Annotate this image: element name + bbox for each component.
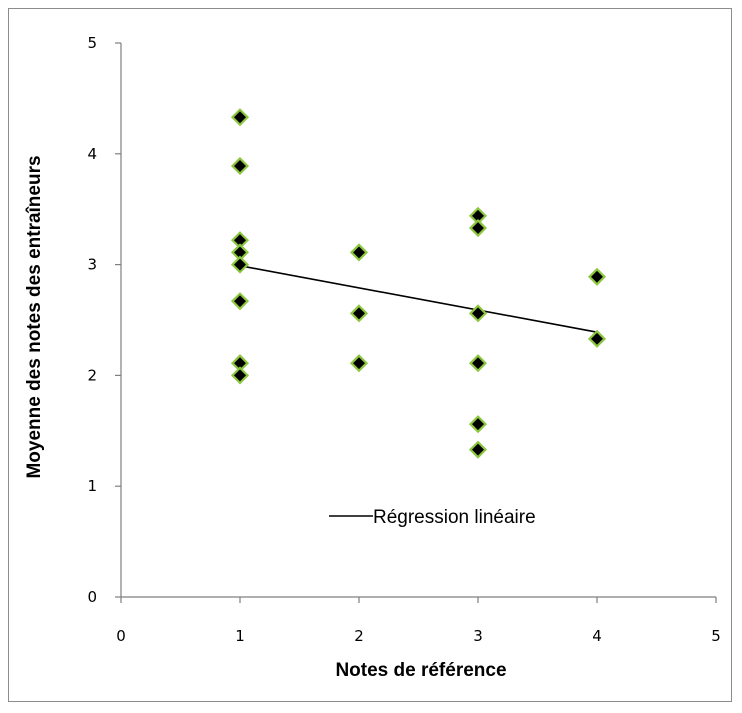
data-point [587,267,607,286]
y-axis-title: Moyenne des notes des entraîneurs [24,155,45,478]
data-point [468,354,488,373]
data-points [230,108,607,459]
data-point [468,415,488,434]
x-tick-label: 2 [354,627,364,645]
data-point [230,156,250,176]
data-point [349,304,369,323]
data-point [230,366,250,385]
data-point [349,354,369,373]
data-point [587,329,607,348]
y-tick-label: 0 [87,588,97,606]
data-point [349,243,369,262]
regression-line [239,264,598,333]
x-tick-label: 0 [116,627,126,645]
x-tick-label: 1 [235,627,245,645]
x-tick-label: 4 [592,627,602,645]
data-point [230,255,250,274]
legend: Régression linéaire [329,507,536,528]
x-tick-label: 3 [473,627,483,645]
y-tick-label: 2 [87,366,97,384]
data-point [468,440,488,459]
y-tick-label: 3 [87,256,97,274]
data-point [230,292,250,311]
data-point [230,108,250,127]
chart-frame [8,8,732,702]
ticks: 0 1 2 3 4 5 0 1 2 3 4 5 [87,34,720,645]
x-axis-title: Notes de référence [335,660,506,681]
y-tick-label: 5 [87,34,97,52]
data-point [468,304,488,323]
legend-label-regression: Régression linéaire [373,507,536,528]
y-tick-label: 4 [87,145,97,163]
data-point [468,218,488,238]
y-tick-label: 1 [87,477,97,495]
axes [120,43,716,598]
x-tick-label: 5 [711,627,721,645]
